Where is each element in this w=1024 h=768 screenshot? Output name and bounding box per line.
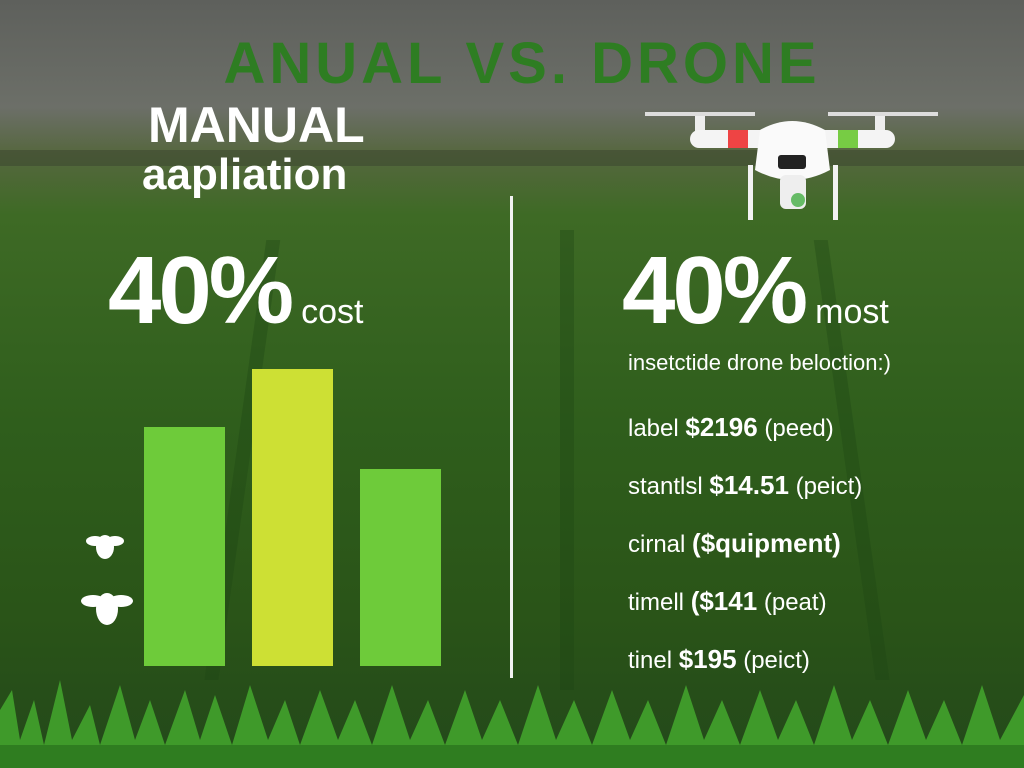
row-text: tinel [628,647,673,674]
stat-label: most [815,293,889,331]
row-text: stantlsl [628,473,703,500]
row-text: label [628,415,679,442]
divider [510,196,513,678]
row-text: cirnal [628,531,686,558]
cost-row: tinel $195 (peict) [628,644,810,675]
row-text: (peed) [764,415,834,442]
row-value: ($quipment) [692,528,841,558]
right-stat: 40% most [622,236,889,346]
row-text: (peat) [763,589,827,616]
cost-row: label $2196 (peed) [628,412,834,443]
stat-value: 40% [108,237,294,344]
left-stat: 40% cost [108,236,364,346]
left-heading: MANUAL [148,97,365,153]
row-text: timell [628,589,685,616]
left-heading: aapliation [142,150,348,199]
title: ANUAL VS. DRONE [223,31,821,96]
cost-row: cirnal ($quipment) [628,528,841,559]
row-value: $195 [678,644,737,674]
row-text: (peict) [795,473,863,500]
stat-value: 40% [622,237,808,344]
row-value: ($141 [690,586,758,616]
stat-label: cost [301,293,364,331]
row-text: (peict) [743,647,810,674]
subtitle: insetctide drone beloction:) [628,350,891,375]
cost-row: timell ($141 (peat) [628,586,827,617]
cost-row: stantlsl $14.51 (peict) [628,470,862,501]
row-value: $14.51 [709,470,789,500]
row-value: $2196 [685,412,758,442]
